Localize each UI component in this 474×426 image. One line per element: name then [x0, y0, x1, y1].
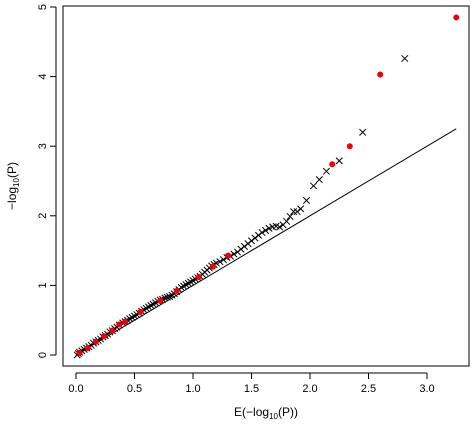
- red-dot-point: [122, 318, 129, 325]
- x-tick-label: 0.0: [68, 383, 83, 395]
- x-marker-point: [283, 217, 291, 225]
- x-marker-point: [244, 240, 252, 248]
- x-marker-point: [290, 208, 298, 216]
- x-marker-point: [297, 205, 305, 213]
- x-tick-label: 2.0: [302, 383, 317, 395]
- red-dot-point: [92, 338, 99, 345]
- red-dot-point: [157, 297, 164, 304]
- y-axis-title: −log10(P): [5, 162, 21, 210]
- x-marker-point: [216, 258, 224, 266]
- red-dot-point: [76, 349, 83, 356]
- red-dot-point: [137, 308, 144, 315]
- x-tick-label: 1.0: [185, 383, 200, 395]
- red-dot-point: [195, 274, 202, 281]
- reference-line: [75, 128, 457, 356]
- y-tick-label: 0: [37, 352, 49, 358]
- x-marker-point: [254, 231, 263, 239]
- x-marker-point: [286, 212, 294, 221]
- x-axis-title: E(−log10(P)): [234, 405, 298, 421]
- x-tick-label: 1.5: [244, 383, 259, 395]
- red-dot-point: [329, 161, 336, 168]
- x-marker-point: [219, 256, 227, 264]
- red-dot-point: [346, 143, 353, 150]
- x-marker-point: [302, 196, 311, 205]
- x-marker-point: [401, 54, 409, 63]
- x-marker-point: [276, 223, 284, 231]
- x-marker-point: [251, 234, 259, 242]
- red-dot-point: [209, 263, 216, 270]
- red-dot-point: [225, 252, 232, 259]
- red-dot-point: [453, 14, 460, 21]
- y-tick-label: 4: [37, 74, 49, 80]
- x-marker-point: [335, 157, 343, 165]
- x-marker-point: [315, 176, 323, 184]
- x-marker-point: [258, 228, 266, 237]
- x-tick-label: 2.5: [361, 383, 376, 395]
- y-tick-label: 1: [37, 282, 49, 288]
- data-points: [73, 14, 460, 359]
- x-marker-point: [240, 242, 249, 250]
- x-axis: 0.0 0.5 1.0 1.5 2.0 2.5 3.0: [68, 372, 435, 395]
- x-marker-point: [237, 245, 245, 253]
- y-tick-label: 3: [37, 143, 49, 149]
- x-marker-point: [233, 248, 242, 256]
- x-marker-point: [293, 208, 301, 216]
- x-tick-label: 0.5: [127, 383, 142, 395]
- red-dot-point: [116, 321, 123, 328]
- red-dot-point: [84, 345, 91, 352]
- plot-frame: [62, 5, 470, 367]
- x-marker-point: [247, 237, 256, 245]
- x-marker-point: [309, 182, 318, 190]
- red-dot-point: [173, 287, 180, 294]
- x-tick-label: 3.0: [419, 383, 434, 395]
- red-dot-point: [101, 333, 108, 340]
- y-tick-label: 2: [37, 213, 49, 219]
- x-marker-point: [359, 128, 367, 136]
- x-marker-point: [261, 226, 270, 234]
- x-marker-point: [230, 250, 238, 258]
- x-marker-point: [322, 167, 330, 175]
- y-tick-label: 5: [37, 4, 49, 10]
- x-marker-point: [163, 293, 171, 301]
- red-dot-point: [109, 327, 116, 334]
- red-dot-point: [377, 71, 384, 78]
- y-axis: 0 1 2 3 4 5: [37, 4, 57, 358]
